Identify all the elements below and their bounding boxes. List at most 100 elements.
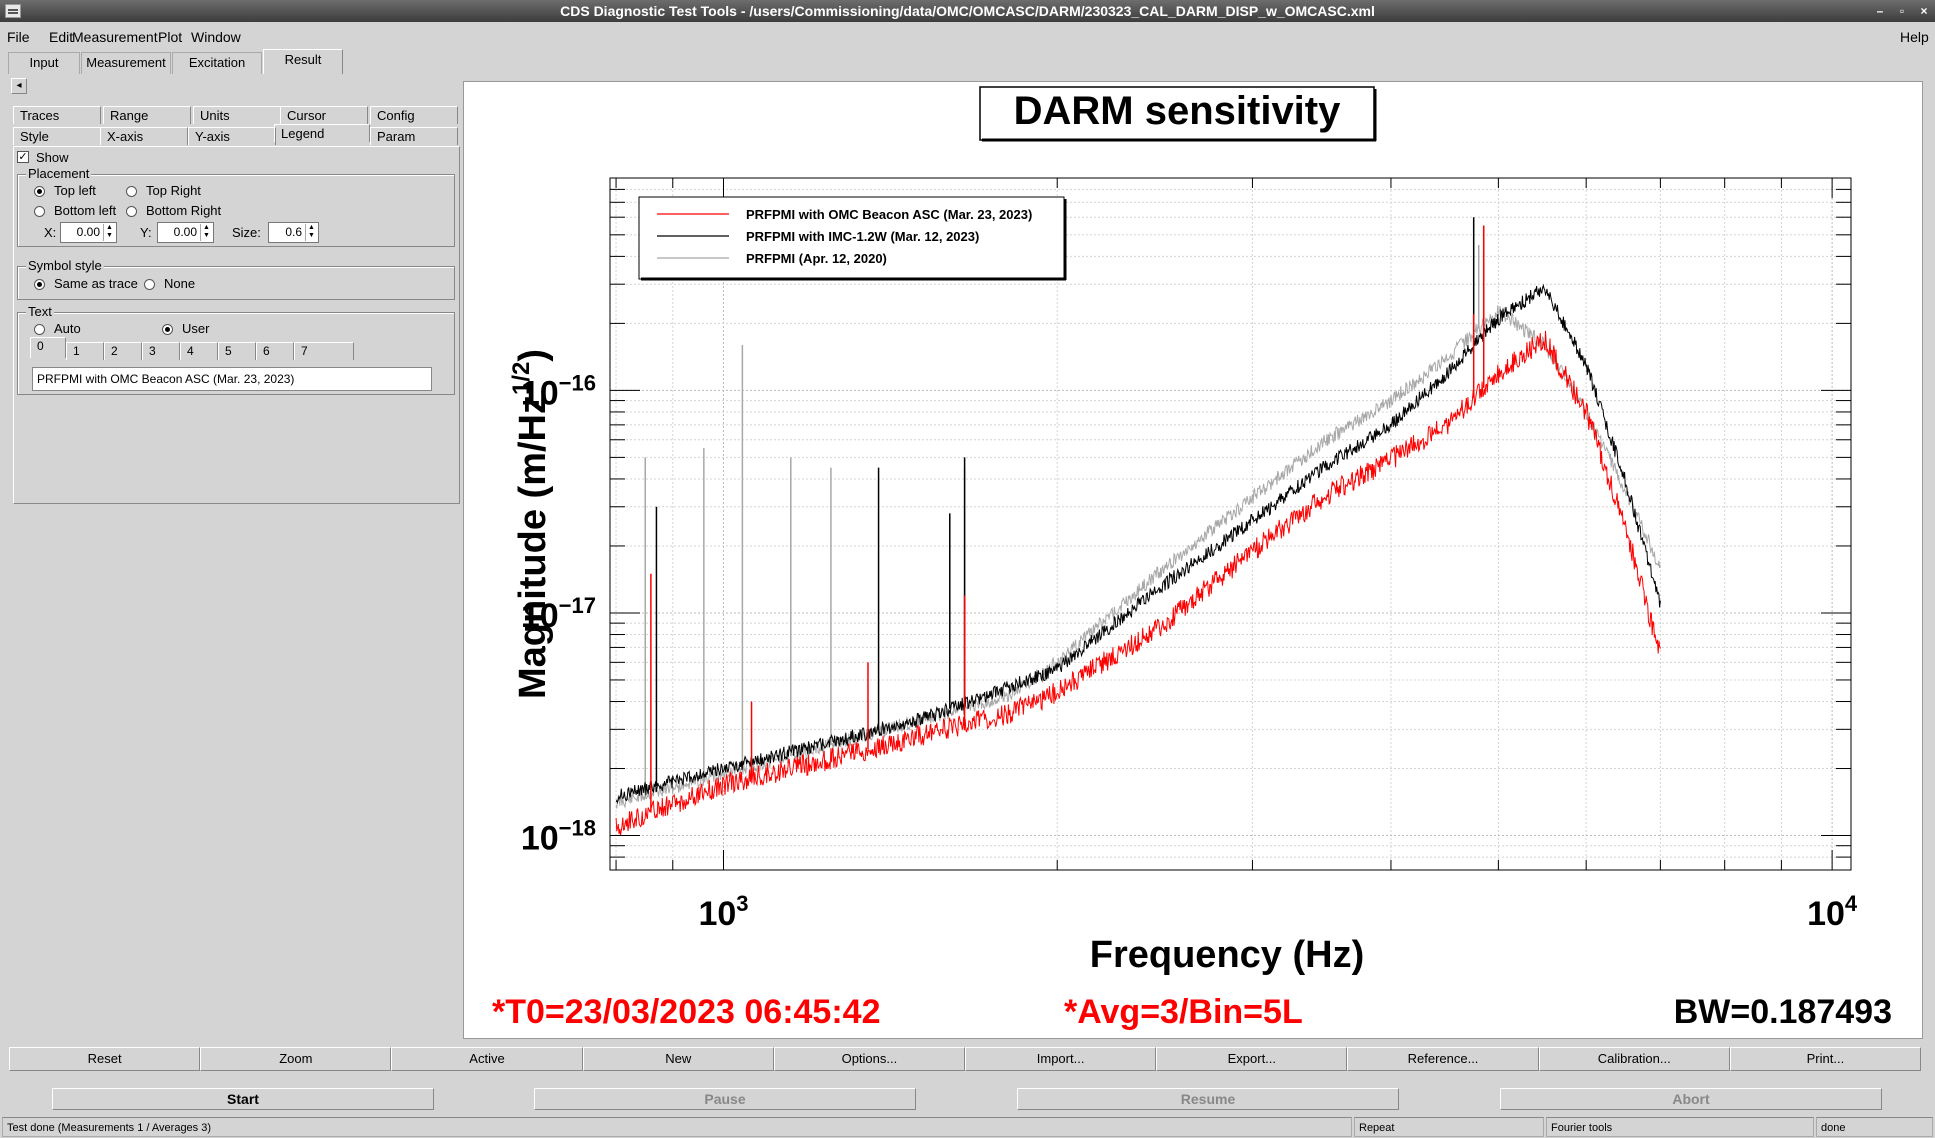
text-index-tab-6[interactable]: 6 (256, 342, 294, 360)
same-as-trace-radio[interactable] (34, 279, 45, 290)
y-axis-label-group: Magnitude (m/Hz1/2) (508, 349, 554, 699)
tab-result[interactable]: Result (263, 49, 343, 74)
text-user-radio[interactable] (162, 324, 173, 335)
menu-bar: File Edit Measurement Plot Window Help (0, 26, 1935, 48)
print-button[interactable]: Print... (1729, 1047, 1922, 1071)
reset-button[interactable]: Reset (9, 1047, 201, 1071)
text-index-tab-4[interactable]: 4 (180, 342, 218, 360)
text-index-tab-7[interactable]: 7 (294, 342, 354, 360)
size-spinner[interactable]: 0.6 ▲ ▼ (268, 222, 319, 243)
subtab-y-axis[interactable]: Y-axis (188, 127, 276, 145)
text-auto-label: Auto (54, 321, 81, 336)
menu-help[interactable]: Help (1900, 29, 1929, 45)
status-message: Test done (Measurements 1 / Averages 3) (2, 1117, 1352, 1137)
legend-entry-label: PRFPMI with IMC-1.2W (Mar. 12, 2023) (746, 229, 979, 244)
collapse-panel-button[interactable]: ◂ (11, 78, 27, 94)
symbol-style-title: Symbol style (26, 258, 104, 273)
bottom-left-radio[interactable] (34, 206, 45, 217)
y-offset-value: 0.00 (173, 225, 197, 239)
legend-options-panel: ✓ Show Placement Top left Top Right Bott… (13, 146, 460, 504)
subtab-units[interactable]: Units (193, 106, 281, 124)
start-button[interactable]: Start (52, 1088, 434, 1110)
active-button[interactable]: Active (391, 1047, 583, 1071)
text-group: Text Auto User 0 1 2 3 4 5 6 7 PRFPMI wi… (17, 304, 455, 395)
show-legend-label: Show (36, 150, 69, 165)
minimize-icon[interactable]: – (1876, 4, 1884, 18)
text-auto-radio[interactable] (34, 324, 45, 335)
top-left-radio[interactable] (34, 186, 45, 197)
size-label: Size: (232, 225, 261, 240)
resume-button[interactable]: Resume (1017, 1088, 1399, 1110)
text-index-tab-1[interactable]: 1 (66, 342, 104, 360)
bw-annotation: BW=0.187493 (1674, 993, 1892, 1031)
menu-plot[interactable]: Plot (158, 29, 183, 45)
window-title: CDS Diagnostic Test Tools - /users/Commi… (560, 3, 1375, 19)
same-as-trace-label: Same as trace (54, 276, 138, 291)
t0-annotation: *T0=23/03/2023 06:45:42 (492, 993, 880, 1031)
abort-button[interactable]: Abort (1500, 1088, 1882, 1110)
subtab-param[interactable]: Param (370, 127, 458, 145)
y-offset-label: Y: (140, 225, 152, 240)
subtab-x-axis[interactable]: X-axis (100, 127, 188, 145)
size-arrows-icon[interactable]: ▲ ▼ (305, 224, 317, 241)
zoom-button[interactable]: Zoom (200, 1047, 392, 1071)
subtab-cursor[interactable]: Cursor (280, 106, 368, 124)
top-left-label: Top left (54, 183, 96, 198)
y-offset-spinner[interactable]: 0.00 ▲ ▼ (157, 222, 214, 243)
menu-measurement[interactable]: Measurement (72, 29, 158, 45)
maximize-icon[interactable]: ▫ (1899, 4, 1905, 18)
x-axis-label: Frequency (Hz) (1090, 934, 1364, 976)
export-button[interactable]: Export... (1156, 1047, 1348, 1071)
subtab-style[interactable]: Style (13, 127, 101, 145)
text-index-tab-2[interactable]: 2 (104, 342, 142, 360)
placement-title: Placement (26, 166, 92, 181)
menu-file[interactable]: File (7, 29, 30, 45)
text-index-tab-3[interactable]: 3 (142, 342, 180, 360)
options-button[interactable]: Options... (773, 1047, 966, 1071)
import-button[interactable]: Import... (965, 1047, 1157, 1071)
x-tick-label: 103 (698, 891, 748, 933)
tab-input[interactable]: Input (8, 52, 80, 74)
pause-button[interactable]: Pause (534, 1088, 916, 1110)
new-button[interactable]: New (582, 1047, 774, 1071)
menu-window[interactable]: Window (191, 29, 241, 45)
tab-measurement[interactable]: Measurement (81, 52, 171, 74)
legend-text-input[interactable]: PRFPMI with OMC Beacon ASC (Mar. 23, 202… (32, 367, 432, 391)
text-group-title: Text (26, 304, 54, 319)
top-right-radio[interactable] (126, 186, 137, 197)
text-index-tab-5[interactable]: 5 (218, 342, 256, 360)
y-axis-label: Magnitude (m/Hz1/2) (508, 349, 554, 699)
trace-line-0 (615, 305, 1661, 809)
menu-edit[interactable]: Edit (49, 29, 74, 45)
chart-legend[interactable]: PRFPMI with OMC Beacon ASC (Mar. 23, 202… (638, 196, 1067, 281)
x-offset-spinner[interactable]: 0.00 ▲ ▼ (60, 222, 117, 243)
y-tick-label: 10−17 (521, 593, 596, 635)
plot-button-row: Reset Zoom Active New Options... Import.… (9, 1047, 1922, 1071)
subtab-range[interactable]: Range (103, 106, 191, 124)
status-state: done (1816, 1117, 1933, 1137)
darm-sensitivity-plot: 103 104 10−16 10−17 10−18 DARM sensitivity P… (492, 86, 1892, 1031)
text-index-tab-0[interactable]: 0 (30, 337, 66, 358)
subtab-traces[interactable]: Traces (13, 106, 101, 124)
legend-entry-label: PRFPMI (Apr. 12, 2020) (746, 251, 887, 266)
symbol-none-radio[interactable] (144, 279, 155, 290)
symbol-none-label: None (164, 276, 196, 291)
subtab-legend[interactable]: Legend (274, 124, 370, 142)
plot-area[interactable]: 103 104 10−16 10−17 10−18 DARM sensitivity P… (463, 81, 1923, 1039)
chart-title: DARM sensitivity (1014, 89, 1341, 133)
calibration-button[interactable]: Calibration... (1538, 1047, 1730, 1071)
show-legend-checkbox[interactable]: ✓ (17, 151, 29, 163)
bottom-left-label: Bottom left (54, 203, 117, 218)
bottom-right-radio[interactable] (126, 206, 137, 217)
close-icon[interactable]: × (1920, 4, 1928, 18)
app-menu-icon[interactable] (5, 4, 21, 18)
reference-button[interactable]: Reference... (1347, 1047, 1539, 1071)
y-offset-arrows-icon[interactable]: ▲ ▼ (200, 224, 212, 241)
placement-group: Placement Top left Top Right Bottom left… (17, 166, 455, 247)
title-box (979, 86, 1375, 141)
avg-annotation: *Avg=3/Bin=5L (1064, 993, 1303, 1031)
legend-entry-label: PRFPMI with OMC Beacon ASC (Mar. 23, 202… (746, 207, 1032, 222)
x-offset-arrows-icon[interactable]: ▲ ▼ (103, 224, 115, 241)
subtab-config[interactable]: Config (370, 106, 458, 124)
tab-excitation[interactable]: Excitation (172, 52, 262, 74)
